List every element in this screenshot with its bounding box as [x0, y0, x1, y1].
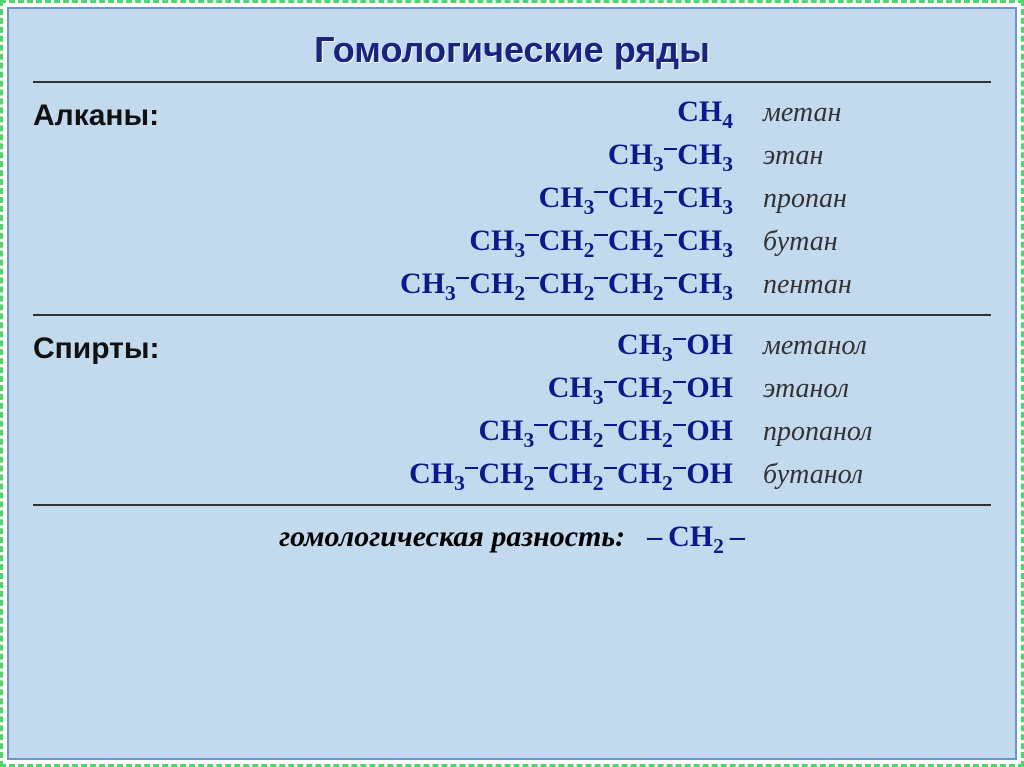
table-row: CH3CH2CH3 пропан [33, 181, 991, 220]
formula-text: CH3CH2CH2CH2CH3 [400, 267, 733, 300]
outer-dashed-frame: Гомологические ряды Алканы: CH4 метан CH3CH… [0, 0, 1024, 767]
table-row: Алканы: CH4 метан [33, 95, 991, 134]
table-row: CH3CH2CH2CH3 бутан [33, 224, 991, 263]
table-row: CH3CH2CH2OH пропанол [33, 414, 991, 453]
section-label: Спирты: [33, 332, 159, 366]
formula-text: CH3CH2CH2CH3 [469, 224, 733, 257]
table-row: CH3CH2CH2CH2OH бутанол [33, 457, 991, 496]
table-row: CH3CH3 этан [33, 138, 991, 177]
compound-name: бутан [763, 226, 991, 258]
compound-name: этан [763, 140, 991, 172]
section-label: Алканы: [33, 99, 159, 133]
page-title: Гомологические ряды [33, 29, 991, 71]
footer-label: гомологическая разность: [279, 520, 625, 553]
divider-top [33, 81, 991, 83]
compound-name: пентан [763, 269, 991, 301]
compound-name: метанол [763, 330, 991, 362]
compound-name: пропанол [763, 416, 991, 448]
divider-mid [33, 314, 991, 316]
divider-bottom [33, 504, 991, 506]
footer-formula: – CH2 – [647, 520, 745, 553]
table-row: CH3CH2CH2CH2CH3 пентан [33, 267, 991, 306]
alkanes-section: Алканы: CH4 метан CH3CH3 этан CH3CH2CH3 пропан… [33, 95, 991, 306]
table-row: CH3CH2OH этанол [33, 371, 991, 410]
formula-text: CH3CH2CH2CH2OH [409, 457, 733, 490]
formula-text: CH3CH2CH3 [539, 181, 733, 214]
formula-text: CH4 [677, 95, 733, 128]
formula-text: CH3CH2OH [548, 371, 733, 404]
compound-name: метан [763, 97, 991, 129]
table-row: Спирты: CH3OH метанол [33, 328, 991, 367]
formula-text: CH3CH2CH2OH [478, 414, 733, 447]
formula-text: CH3CH3 [608, 138, 733, 171]
compound-name: этанол [763, 373, 991, 405]
content-panel: Гомологические ряды Алканы: CH4 метан CH3CH… [7, 7, 1017, 760]
formula-text: CH3OH [617, 328, 733, 361]
footer-row: гомологическая разность: – CH2 – [33, 520, 991, 559]
compound-name: бутанол [763, 459, 991, 491]
compound-name: пропан [763, 183, 991, 215]
alcohols-section: Спирты: CH3OH метанол CH3CH2OH этанол CH3CH2C… [33, 328, 991, 496]
